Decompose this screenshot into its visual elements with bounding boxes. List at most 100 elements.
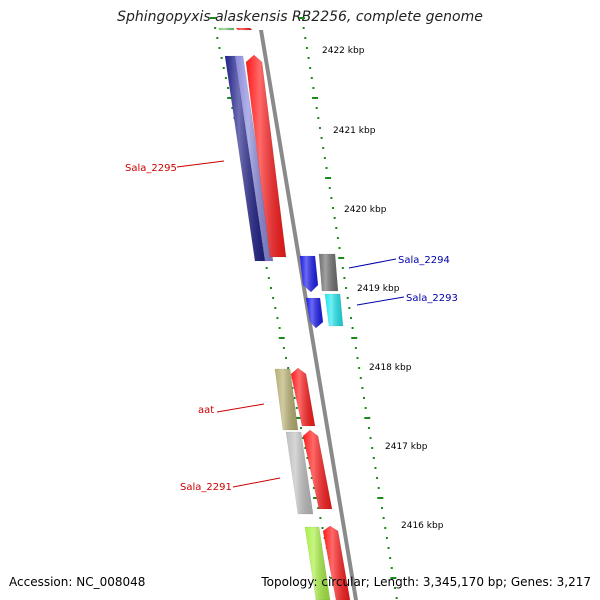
outer-rail-minor-tick bbox=[363, 397, 366, 399]
outer-rail-minor-tick bbox=[338, 247, 341, 249]
inner-rail-major-tick bbox=[313, 497, 320, 499]
outer-rail-minor-tick bbox=[304, 37, 307, 39]
inner-rail-minor-tick bbox=[218, 47, 221, 49]
inner-rail-minor-tick bbox=[285, 357, 288, 359]
outer-rail-major-tick bbox=[299, 17, 305, 19]
callout-line bbox=[216, 403, 265, 413]
gene-sala-2291-red-shading bbox=[303, 430, 332, 509]
outer-rail-minor-tick bbox=[369, 437, 372, 439]
gene-aat-red-shading bbox=[291, 368, 315, 426]
inner-rail-minor-tick bbox=[302, 437, 305, 439]
outer-rail-minor-tick bbox=[333, 217, 336, 219]
inner-rail-minor-tick bbox=[272, 297, 275, 299]
inner-rail-minor-tick bbox=[216, 37, 219, 39]
feature-top-green-shading bbox=[219, 28, 234, 30]
inner-rail-minor-tick bbox=[321, 527, 324, 529]
gene-label-sala-2291[interactable]: Sala_2291 bbox=[180, 482, 232, 493]
callout-line bbox=[176, 160, 225, 168]
outer-rail-minor-tick bbox=[335, 227, 338, 229]
gene-sala-2293-cyan-shading bbox=[325, 294, 343, 326]
inner-rail-minor-tick bbox=[269, 287, 272, 289]
backbone bbox=[259, 30, 358, 600]
outer-rail-minor-tick bbox=[328, 187, 331, 189]
inner-rail-minor-tick bbox=[222, 67, 225, 69]
gene-aat-olive-shading bbox=[275, 369, 298, 430]
outer-rail-minor-tick bbox=[336, 237, 339, 239]
outer-rail-minor-tick bbox=[310, 77, 313, 79]
outer-rail-minor-tick bbox=[322, 147, 325, 149]
outer-rail-minor-tick bbox=[374, 467, 377, 469]
outer-rail-minor-tick bbox=[307, 57, 310, 59]
inner-rail-minor-tick bbox=[227, 87, 230, 89]
gene-label-aat[interactable]: aat bbox=[198, 405, 214, 416]
tick-label: 2422 kbp bbox=[322, 46, 365, 56]
tick-label: 2418 kbp bbox=[369, 363, 412, 373]
outer-rail-minor-tick bbox=[312, 87, 315, 89]
inner-rail-minor-tick bbox=[304, 447, 307, 449]
inner-rail-minor-tick bbox=[317, 507, 320, 509]
tick-label: 2417 kbp bbox=[385, 442, 428, 452]
gene-label-sala-2295[interactable]: Sala_2295 bbox=[125, 163, 177, 174]
outer-rail-minor-tick bbox=[390, 567, 393, 569]
gene-sala-2294-blue-shading bbox=[300, 256, 318, 292]
outer-rail-major-tick bbox=[351, 337, 358, 339]
outer-rail-minor-tick bbox=[385, 537, 388, 539]
gene-sala-2295-navy-shading bbox=[225, 56, 265, 261]
outer-rail-minor-tick bbox=[317, 117, 320, 119]
inner-rail-major-tick bbox=[295, 417, 302, 419]
outer-rail-major-tick bbox=[364, 417, 371, 419]
outer-rail-major-tick bbox=[390, 577, 397, 579]
outer-rail-minor-tick bbox=[376, 477, 379, 479]
outer-rail-minor-tick bbox=[348, 307, 351, 309]
outer-rail-minor-tick bbox=[332, 207, 335, 209]
outer-rail-minor-tick bbox=[356, 357, 359, 359]
gene-labels: Sala_2295 Sala_2294 Sala_2293 aat Sala_2… bbox=[125, 160, 458, 493]
inner-rail-minor-tick bbox=[274, 307, 277, 309]
gene-sala-2293-blue-shading bbox=[306, 298, 323, 328]
outer-rail-minor-tick bbox=[318, 127, 321, 129]
gene-sala-2295-red-shading bbox=[246, 55, 286, 257]
inner-rail-minor-tick bbox=[308, 467, 311, 469]
outer-rail-minor-tick bbox=[389, 557, 392, 559]
inner-rail-major-tick bbox=[278, 337, 285, 339]
feature-bottom-red-shading bbox=[323, 526, 350, 600]
inner-rail-minor-tick bbox=[265, 267, 268, 269]
outer-rail-minor-tick bbox=[315, 107, 318, 109]
inner-rail-minor-tick bbox=[276, 317, 279, 319]
gene-label-sala-2294[interactable]: Sala_2294 bbox=[398, 255, 450, 266]
gene-sala-2295-lavender-shading bbox=[235, 56, 273, 261]
inner-rail-minor-tick bbox=[224, 77, 227, 79]
callout-line bbox=[356, 296, 405, 306]
outer-rail-minor-tick bbox=[346, 297, 349, 299]
inner-rail-minor-tick bbox=[282, 347, 285, 349]
outer-rail-minor-tick bbox=[377, 487, 380, 489]
accession-text: Accession: NC_008048 bbox=[9, 575, 146, 589]
inner-rail-minor-tick bbox=[319, 517, 322, 519]
outer-rail-minor-tick bbox=[320, 137, 323, 139]
tick-label: 2419 kbp bbox=[357, 284, 400, 294]
outer-rail-minor-tick bbox=[354, 347, 357, 349]
outer-rail-minor-tick bbox=[382, 517, 385, 519]
outer-rail-minor-tick bbox=[361, 387, 364, 389]
inner-rail-minor-tick bbox=[312, 487, 315, 489]
outer-rail-minor-tick bbox=[387, 547, 390, 549]
feature-bottom-lime-shading bbox=[305, 527, 330, 600]
genome-summary-text: Topology: circular; Length: 3,345,170 bp… bbox=[261, 575, 591, 589]
outer-rail-minor-tick bbox=[359, 377, 362, 379]
outer-rail-minor-tick bbox=[349, 317, 352, 319]
gene-label-sala-2293[interactable]: Sala_2293 bbox=[406, 293, 458, 304]
inner-rail-minor-tick bbox=[295, 407, 298, 409]
outer-rail-major-tick bbox=[325, 177, 332, 179]
inner-rail-minor-tick bbox=[310, 477, 313, 479]
outer-rail-minor-tick bbox=[302, 27, 305, 29]
tick-label: 2416 kbp bbox=[401, 521, 444, 531]
outer-rail-minor-tick bbox=[367, 427, 370, 429]
outer-rail-minor-tick bbox=[325, 167, 328, 169]
inner-rail-minor-tick bbox=[293, 397, 296, 399]
outer-rail-minor-tick bbox=[343, 277, 346, 279]
callout-line bbox=[232, 477, 281, 488]
outer-rail-minor-tick bbox=[341, 267, 344, 269]
feature-top-red-shading bbox=[236, 28, 252, 30]
outer-rail-minor-tick bbox=[323, 157, 326, 159]
